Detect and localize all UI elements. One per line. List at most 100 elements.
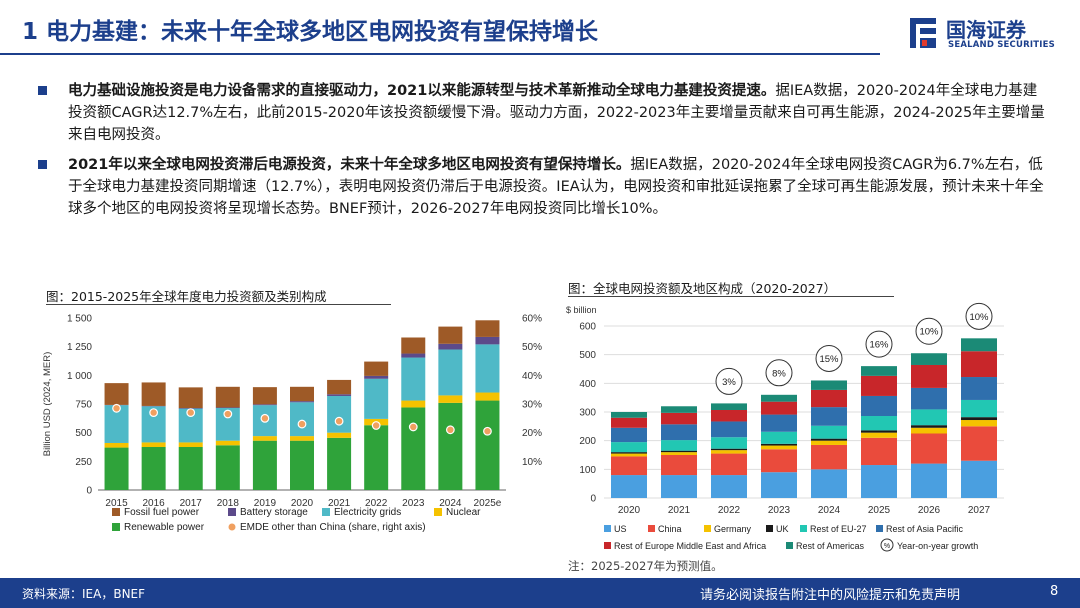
bar-segment-nuclear — [475, 392, 500, 401]
y2-tick-label: 60% — [522, 314, 542, 325]
legend-label: Renewable power — [124, 522, 205, 533]
bar-segment-rest-of-europe-middle-east-and-africa — [811, 389, 847, 408]
y-tick-label: 200 — [579, 436, 596, 447]
x-tick-label: 2020 — [291, 498, 314, 509]
bar-segment-renewable-power — [401, 407, 426, 490]
bullet-text: 据IEA数据，2020-2024年全球电力基建投资额CAGR达12.7%左右，此… — [68, 83, 1045, 143]
emde-share-point — [149, 408, 159, 417]
legend-swatch — [228, 508, 236, 516]
bar-segment-uk — [611, 452, 647, 454]
y-tick-label: 600 — [579, 322, 596, 333]
growth-label: 3% — [722, 377, 736, 388]
bar-segment-us — [911, 463, 947, 498]
logo-en-text: SEALAND SECURITIES — [948, 40, 1055, 50]
emde-share-point — [223, 409, 233, 419]
growth-label: 8% — [772, 368, 786, 379]
bar-segment-fossil-fuel-power — [252, 387, 277, 405]
bar-segment-fossil-fuel-power — [141, 382, 166, 406]
y-tick-label: 400 — [579, 379, 596, 390]
legend-label: China — [658, 524, 682, 534]
bar-segment-nuclear — [401, 400, 426, 408]
bar-segment-rest-of-europe-middle-east-and-africa — [711, 409, 747, 422]
legend-growth-symbol: % — [884, 543, 890, 550]
bar-segment-battery-storage — [475, 336, 500, 345]
bar-segment-nuclear — [252, 436, 277, 441]
bar-segment-nuclear — [327, 432, 352, 438]
bar-segment-renewable-power — [290, 440, 314, 490]
page-title: 1 电力基建：未来十年全球多地区电网投资有望保持增长 — [22, 19, 599, 45]
y-tick-label: 1 000 — [67, 371, 92, 382]
bar-segment-renewable-power — [252, 440, 277, 490]
growth-circle — [715, 367, 743, 395]
emde-share-point — [112, 403, 121, 413]
bar-segment-china — [861, 437, 897, 466]
bar-segment-electricity-grids — [364, 378, 389, 419]
bar-segment-germany — [911, 427, 947, 434]
bar-segment-rest-of-americas — [861, 366, 897, 376]
y-tick-label: 750 — [75, 400, 92, 411]
bar-segment-uk — [861, 430, 897, 433]
legend-swatch — [704, 525, 711, 532]
bar-segment-rest-of-eu-27 — [961, 399, 997, 418]
bar-segment-china — [661, 455, 697, 476]
y2-tick-label: 10% — [522, 457, 542, 468]
bar-segment-germany — [861, 432, 897, 438]
x-tick-label: 2023 — [402, 498, 425, 509]
x-tick-label: 2015 — [105, 498, 128, 509]
emde-share-point — [371, 421, 381, 430]
bar-segment-uk — [761, 443, 797, 446]
bar-segment-germany — [961, 420, 997, 427]
bar-segment-china — [711, 453, 747, 476]
y-tick-label: 100 — [579, 465, 596, 476]
legend-label: Rest of Europe Middle East and Africa — [614, 541, 766, 551]
bar-segment-rest-of-eu-27 — [911, 409, 947, 426]
page-number: 8 — [1050, 584, 1059, 599]
legend-label: Battery storage — [240, 507, 308, 518]
legend-swatch — [112, 508, 120, 516]
bar-segment-battery-storage — [401, 353, 426, 358]
right-caption-underline — [568, 296, 894, 297]
bar-segment-rest-of-americas — [961, 338, 997, 352]
y-axis-label: Billion USD (2024, MER) — [42, 352, 53, 457]
legend-swatch — [604, 542, 611, 549]
x-tick-label: 2016 — [143, 498, 166, 509]
bar-segment-fossil-fuel-power — [290, 386, 314, 402]
bar-segment-us — [961, 460, 997, 498]
bar-segment-germany — [711, 450, 747, 454]
y-tick-label: 500 — [75, 428, 92, 439]
legend-label: US — [614, 524, 627, 534]
footer-source: 资料来源：IEA，BNEF — [22, 587, 146, 601]
bar-segment-rest-of-eu-27 — [661, 440, 697, 451]
bar-segment-rest-of-americas — [761, 394, 797, 402]
bullet-square-icon — [38, 160, 47, 169]
x-tick-label: 2021 — [328, 498, 351, 509]
bar-segment-rest-of-asia-pacific — [711, 421, 747, 438]
bullet-paragraph: 2021年以来全球电网投资滞后电源投资，未来十年全球多地区电网投资有望保持增长。… — [36, 154, 1046, 220]
y-tick-label: 500 — [579, 350, 596, 361]
growth-circle — [765, 359, 793, 387]
forecast-note: 注：2025-2027年为预测值。 — [568, 559, 723, 573]
legend-swatch — [766, 525, 773, 532]
bullet-square-icon — [38, 86, 47, 95]
x-tick-label: 2018 — [217, 498, 240, 509]
legend-label: Electricity grids — [334, 507, 401, 518]
bar-segment-rest-of-europe-middle-east-and-africa — [761, 401, 797, 415]
legend-label: Nuclear — [446, 507, 481, 518]
bar-segment-nuclear — [290, 436, 314, 441]
bar-segment-china — [761, 449, 797, 473]
bar-segment-rest-of-americas — [711, 403, 747, 410]
bullet-text: 据IEA数据，2020-2024年全球电网投资CAGR为6.7%左右，低于全球电… — [68, 157, 1044, 217]
bar-segment-rest-of-asia-pacific — [861, 395, 897, 417]
bar-segment-renewable-power — [141, 447, 166, 490]
y2-tick-label: 50% — [522, 342, 542, 353]
header: 1 电力基建：未来十年全球多地区电网投资有望保持增长 国海证券 SEALAND … — [0, 0, 1080, 58]
bar-segment-rest-of-europe-middle-east-and-africa — [861, 375, 897, 396]
bar-segment-rest-of-asia-pacific — [911, 387, 947, 410]
growth-label: 10% — [969, 312, 989, 323]
legend-label: UK — [776, 524, 789, 534]
bar-segment-rest-of-asia-pacific — [611, 427, 647, 443]
bar-segment-battery-storage — [252, 404, 277, 406]
footer-disclaimer: 请务必阅读报告附注中的风险提示和免责声明 — [700, 588, 961, 603]
bar-segment-rest-of-asia-pacific — [761, 414, 797, 432]
emde-share-point — [445, 425, 455, 435]
